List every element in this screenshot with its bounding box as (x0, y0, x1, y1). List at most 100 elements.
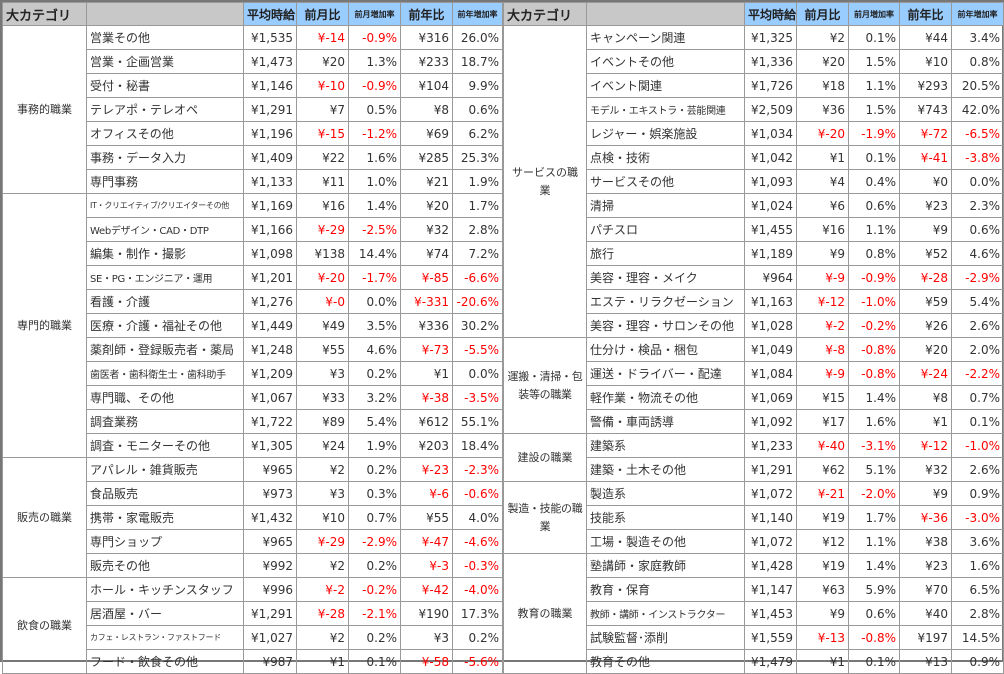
mom-rate-cell: -3.1% (848, 433, 900, 458)
mom-diff-cell: ¥-2 (296, 577, 349, 602)
yoy-rate-cell: 0.0% (452, 361, 503, 386)
yoy-diff-cell: ¥-6 (400, 481, 453, 506)
yoy-rate-cell: 2.3% (951, 193, 1004, 218)
avg-wage-cell: ¥1,028 (744, 313, 797, 338)
job-name-cell: 塾講師・家庭教師 (586, 553, 745, 578)
yoy-rate-cell: -3.8% (951, 145, 1004, 170)
job-name-cell: 美容・理容・メイク (586, 265, 745, 290)
yoy-rate-cell: -6.6% (452, 265, 503, 290)
yoy-diff-cell: ¥-72 (899, 121, 952, 146)
mom-diff-cell: ¥16 (796, 217, 849, 242)
mom-rate-cell: 1.5% (848, 97, 900, 122)
mom-rate-cell: -2.1% (348, 601, 401, 626)
avg-wage-cell: ¥1,535 (243, 25, 297, 50)
yoy-diff-cell: ¥285 (400, 145, 453, 170)
yoy-diff-cell: ¥20 (899, 337, 952, 362)
category-cell: 教育の職業 (503, 553, 587, 674)
mom-rate-cell: -0.2% (848, 313, 900, 338)
table-row: 販売その他 ¥992 ¥2 0.2% ¥-3 -0.3% (3, 553, 503, 578)
table-row: イベント関連 ¥1,726 ¥18 1.1% ¥293 20.5% (504, 73, 1004, 98)
avg-wage-cell: ¥1,140 (744, 505, 797, 530)
mom-rate-cell: 0.1% (848, 25, 900, 50)
job-name-cell: エステ・リラクゼーション (586, 289, 745, 314)
mom-diff-cell: ¥-13 (796, 625, 849, 650)
mom-diff-cell: ¥3 (296, 361, 349, 386)
mom-diff-cell: ¥10 (296, 505, 349, 530)
mom-rate-cell: -0.8% (848, 625, 900, 650)
yoy-rate-cell: 17.3% (452, 601, 503, 626)
avg-wage-cell: ¥965 (243, 529, 297, 554)
yoy-diff-cell: ¥0 (899, 169, 952, 194)
table-row: 販売の職業 アパレル・雑貨販売 ¥965 ¥2 0.2% ¥-23 -2.3% (2, 457, 503, 578)
column-header-mom-rate: 前月増加率 (348, 2, 401, 26)
mom-diff-cell: ¥12 (796, 529, 849, 554)
column-header-name (586, 2, 745, 26)
avg-wage-cell: ¥1,034 (744, 121, 797, 146)
yoy-rate-cell: 4.6% (951, 241, 1004, 266)
yoy-diff-cell: ¥743 (899, 97, 952, 122)
mom-rate-cell: -0.2% (348, 577, 401, 602)
mom-rate-cell: 14.4% (348, 241, 401, 266)
table-row: 技能系 ¥1,140 ¥19 1.7% ¥-36 -3.0% (504, 505, 1004, 530)
avg-wage-cell: ¥1,069 (744, 385, 797, 410)
mom-rate-cell: 1.7% (848, 505, 900, 530)
category-cell: 運搬・清掃・包装等の職業 (503, 337, 587, 434)
job-name-cell: 警備・車両誘導 (586, 409, 745, 434)
yoy-rate-cell: 25.3% (452, 145, 503, 170)
avg-wage-cell: ¥1,409 (243, 145, 297, 170)
mom-diff-cell: ¥16 (296, 193, 349, 218)
yoy-rate-cell: 0.6% (452, 97, 503, 122)
yoy-diff-cell: ¥23 (899, 193, 952, 218)
column-header-category: 大カテゴリ (503, 2, 587, 26)
yoy-diff-cell: ¥3 (400, 625, 453, 650)
mom-rate-cell: 0.2% (348, 361, 401, 386)
job-name-cell: レジャー・娯楽施設 (586, 121, 745, 146)
yoy-rate-cell: -1.0% (951, 433, 1004, 458)
job-name-cell: アパレル・雑貨販売 (86, 457, 244, 482)
job-name-cell: サービスその他 (586, 169, 745, 194)
mom-diff-cell: ¥89 (296, 409, 349, 434)
job-name-cell: 調査業務 (86, 409, 244, 434)
job-name-cell: 軽作業・物流その他 (586, 385, 745, 410)
yoy-diff-cell: ¥-36 (899, 505, 952, 530)
mom-diff-cell: ¥19 (796, 553, 849, 578)
avg-wage-cell: ¥1,189 (744, 241, 797, 266)
mom-diff-cell: ¥-29 (296, 217, 349, 242)
yoy-diff-cell: ¥23 (899, 553, 952, 578)
mom-diff-cell: ¥9 (796, 241, 849, 266)
job-name-cell: 教師・講師・インストラクター (586, 601, 745, 626)
avg-wage-cell: ¥973 (243, 481, 297, 506)
table-row: パチスロ ¥1,455 ¥16 1.1% ¥9 0.6% (504, 217, 1004, 242)
avg-wage-cell: ¥1,027 (243, 625, 297, 650)
yoy-rate-cell: 5.4% (951, 289, 1004, 314)
avg-wage-cell: ¥1,233 (744, 433, 797, 458)
mom-diff-cell: ¥9 (796, 601, 849, 626)
yoy-diff-cell: ¥-23 (400, 457, 453, 482)
mom-rate-cell: 5.1% (848, 457, 900, 482)
table-row: 編集・制作・撮影 ¥1,098 ¥138 14.4% ¥74 7.2% (3, 241, 503, 266)
mom-diff-cell: ¥-29 (296, 529, 349, 554)
column-header-yoy: 前年比 (899, 2, 952, 26)
yoy-diff-cell: ¥26 (899, 313, 952, 338)
yoy-diff-cell: ¥10 (899, 49, 952, 74)
avg-wage-cell: ¥1,024 (744, 193, 797, 218)
yoy-rate-cell: 0.2% (452, 625, 503, 650)
mom-diff-cell: ¥17 (796, 409, 849, 434)
job-name-cell: 居酒屋・バー (86, 601, 244, 626)
mom-rate-cell: 4.6% (348, 337, 401, 362)
yoy-diff-cell: ¥203 (400, 433, 453, 458)
job-name-cell: 旅行 (586, 241, 745, 266)
mom-diff-cell: ¥2 (296, 625, 349, 650)
job-name-cell: IT・クリエイティブ/クリエイターその他 (86, 193, 244, 218)
yoy-diff-cell: ¥-28 (899, 265, 952, 290)
job-name-cell: 受付・秘書 (86, 73, 244, 98)
avg-wage-cell: ¥1,305 (243, 433, 297, 458)
mom-diff-cell: ¥22 (296, 145, 349, 170)
avg-wage-cell: ¥1,049 (744, 337, 797, 362)
yoy-diff-cell: ¥-38 (400, 385, 453, 410)
table-row: カフェ・レストラン・ファストフード ¥1,027 ¥2 0.2% ¥3 0.2% (3, 625, 503, 650)
mom-diff-cell: ¥-14 (296, 25, 349, 50)
job-name-cell: 建築系 (586, 433, 745, 458)
mom-diff-cell: ¥20 (796, 49, 849, 74)
mom-rate-cell: 1.1% (848, 73, 900, 98)
